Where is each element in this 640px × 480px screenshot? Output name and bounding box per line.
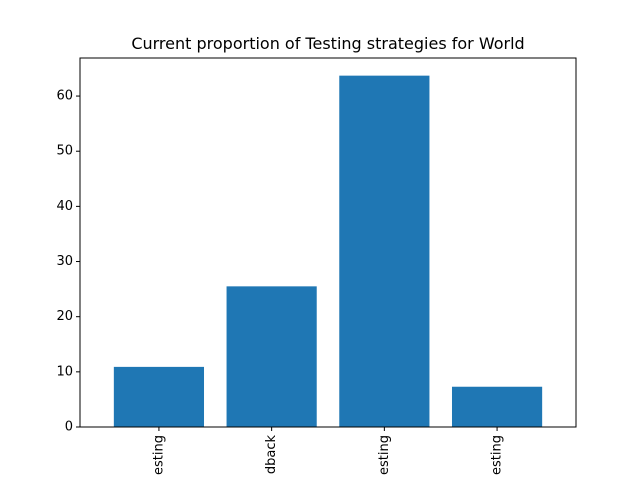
y-tick-label-5: 50 (56, 144, 73, 159)
bar-4 (451, 386, 543, 427)
chart-title: Current proportion of Testing strategies… (131, 34, 524, 53)
plot-frame (79, 57, 577, 428)
bar-1 (113, 366, 205, 427)
x-tick-label-2: dback (264, 435, 279, 475)
bars-group (113, 75, 543, 428)
y-tick-label-1: 10 (56, 364, 73, 379)
y-tick-label-4: 40 (56, 199, 73, 214)
x-tick-label-1: esting (151, 435, 166, 475)
x-tick-label-4: esting (490, 435, 505, 475)
y-tick-label-0: 0 (65, 420, 73, 435)
bar-2 (226, 286, 317, 427)
y-tick-label-3: 30 (56, 254, 73, 269)
y-tick-label-6: 60 (56, 89, 73, 104)
y-axis: 0 10 20 30 40 50 60 (56, 89, 80, 435)
x-tick-label-3: esting (377, 435, 392, 475)
y-tick-label-2: 20 (56, 309, 73, 324)
bar-3 (339, 75, 430, 428)
x-axis: esting dback esting esting (151, 427, 505, 475)
